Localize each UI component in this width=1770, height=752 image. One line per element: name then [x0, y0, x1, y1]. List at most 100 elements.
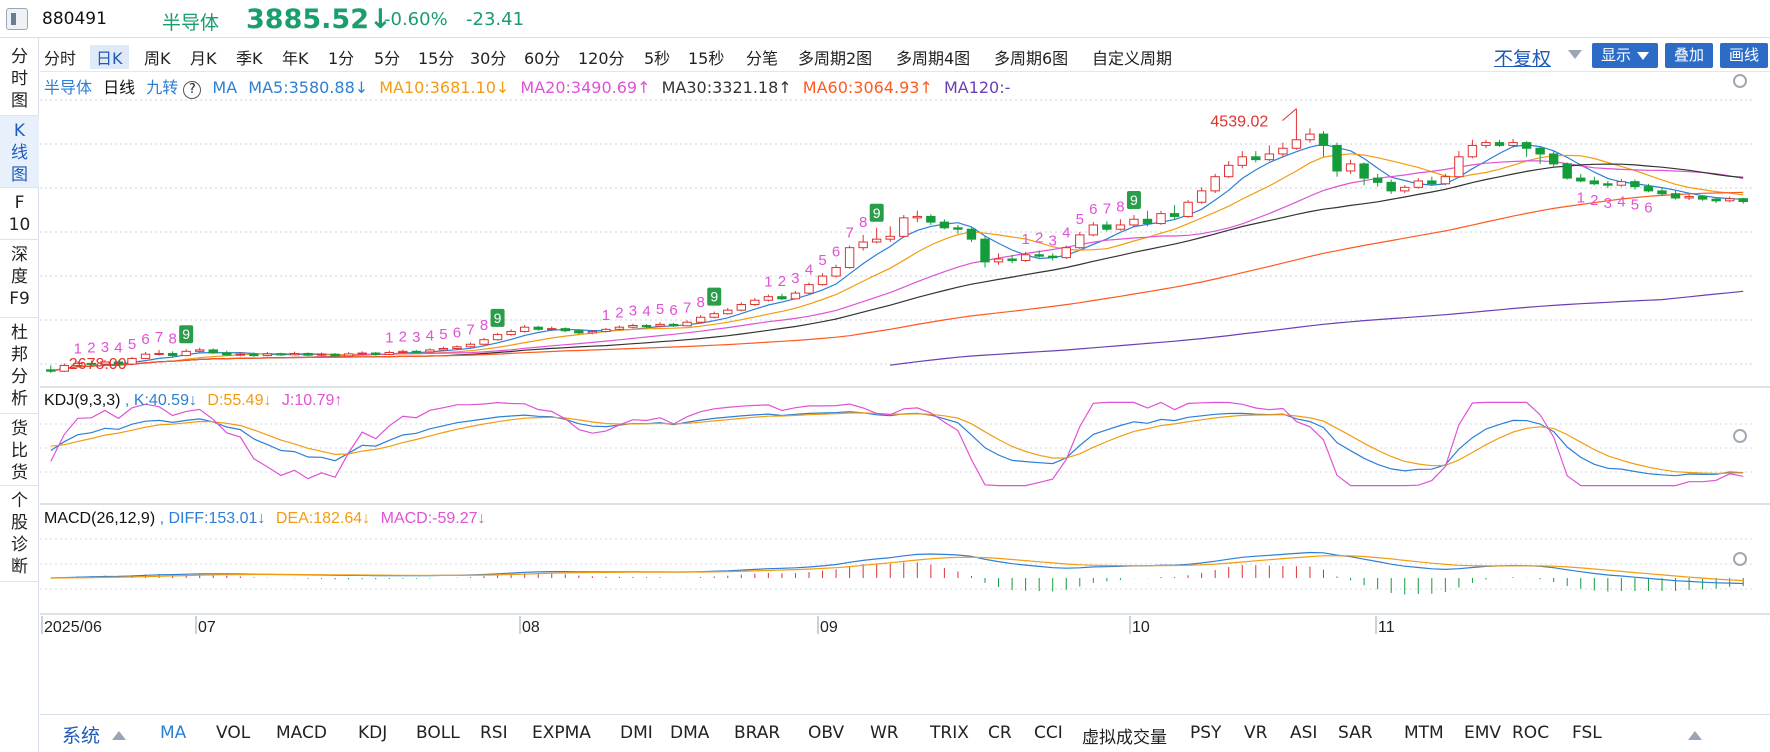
- period-tab-17[interactable]: 多周期6图: [994, 49, 1069, 68]
- candle-body: [790, 292, 801, 300]
- gear-icon[interactable]: [1733, 552, 1747, 566]
- chevron-up-icon[interactable]: [1688, 731, 1702, 740]
- display-button[interactable]: 显示: [1592, 43, 1658, 68]
- indicator-tab-brar[interactable]: BRAR: [734, 723, 781, 743]
- indicator-tab-psy[interactable]: PSY: [1190, 723, 1222, 743]
- system-menu[interactable]: 系统: [62, 725, 101, 747]
- quote-bar: 880491 半导体 3885.52↓ -0.60% -23.41: [0, 0, 1770, 38]
- td-count: 6: [1089, 201, 1097, 218]
- nine-badge: [869, 203, 884, 222]
- adjust-mode-dropdown[interactable]: 不复权: [1494, 48, 1552, 70]
- indicator-tab-macd[interactable]: MACD: [276, 723, 327, 743]
- candle-body: [641, 324, 652, 327]
- period-tab-14[interactable]: 分笔: [746, 49, 779, 68]
- indicator-tab-kdj[interactable]: KDJ: [358, 723, 388, 743]
- indicator-tab-cr[interactable]: CR: [988, 723, 1012, 743]
- legend-nine-turn[interactable]: 九转: [146, 78, 179, 97]
- gear-icon[interactable]: [1733, 74, 1747, 88]
- indicator-tab-trix[interactable]: TRIX: [930, 723, 969, 743]
- period-tab-10[interactable]: 60分: [524, 49, 561, 68]
- indicator-tab-dmi[interactable]: DMI: [620, 723, 653, 743]
- tab-compare[interactable]: 货比货: [0, 414, 39, 486]
- td-count: 7: [683, 299, 691, 316]
- candle-body: [1048, 255, 1058, 259]
- candle-body: [980, 238, 990, 263]
- candle-body: [1521, 142, 1532, 149]
- tab-f10[interactable]: F 10: [0, 188, 39, 240]
- legend-ma[interactable]: MA: [212, 78, 238, 97]
- period-tab-3[interactable]: 月K: [190, 49, 217, 68]
- period-tab-8[interactable]: 15分: [418, 49, 455, 68]
- overlay-button[interactable]: 叠加: [1665, 43, 1713, 68]
- tab-stock-diagnosis-label: 个股诊断: [11, 491, 28, 577]
- candle-body: [289, 352, 300, 356]
- chevron-up-icon[interactable]: [112, 731, 126, 740]
- period-tab-7[interactable]: 5分: [374, 49, 401, 68]
- candle-body: [1481, 142, 1491, 146]
- tab-intraday[interactable]: 分时图: [0, 42, 39, 116]
- period-tab-18[interactable]: 自定义周期: [1092, 49, 1173, 68]
- indicator-tab-asi[interactable]: ASI: [1290, 723, 1318, 743]
- gear-icon[interactable]: [1733, 429, 1747, 443]
- candle-body: [939, 221, 950, 229]
- period-tab-1[interactable]: 日K: [90, 45, 129, 69]
- period-tab-12[interactable]: 5秒: [644, 49, 671, 68]
- indicator-tab-ma[interactable]: MA: [160, 723, 187, 743]
- candle-body: [1291, 139, 1302, 149]
- candle-body: [46, 369, 56, 372]
- indicator-tab-emv[interactable]: EMV: [1464, 723, 1502, 743]
- indicator-tab-dma[interactable]: DMA: [670, 723, 710, 743]
- period-tab-0[interactable]: 分时: [44, 49, 77, 68]
- indicator-tab-cci[interactable]: CCI: [1034, 723, 1063, 743]
- period-tab-11[interactable]: 120分: [578, 49, 625, 68]
- period-tab-16[interactable]: 多周期4图: [896, 49, 971, 68]
- indicator-tab-vr[interactable]: VR: [1244, 723, 1268, 743]
- x-axis-label: 2025/06: [44, 619, 102, 636]
- candle-body: [384, 351, 394, 355]
- candle-body: [1088, 224, 1099, 236]
- indicator-tab-wr[interactable]: WR: [870, 723, 899, 743]
- indicator-tab-boll[interactable]: BOLL: [416, 723, 460, 743]
- indicator-tab-fsl[interactable]: FSL: [1572, 723, 1602, 743]
- candle-body: [465, 343, 476, 348]
- draw-line-button[interactable]: 画线: [1720, 43, 1768, 68]
- candle-body: [574, 330, 584, 334]
- indicator-tab-sar[interactable]: SAR: [1338, 723, 1373, 743]
- period-tab-13[interactable]: 15秒: [688, 49, 725, 68]
- indicator-tab-vol[interactable]: VOL: [216, 723, 251, 743]
- tab-depth-f9[interactable]: 深度 F9: [0, 240, 39, 318]
- candle-body: [100, 361, 110, 365]
- tab-dupont-analysis[interactable]: 杜邦分析: [0, 318, 39, 414]
- candle-body: [1467, 144, 1478, 158]
- x-axis-label: 09: [820, 619, 838, 636]
- indicator-tab-roc[interactable]: ROC: [1512, 723, 1550, 743]
- indicator-tab-expma[interactable]: EXPMA: [532, 723, 591, 743]
- period-tab-4[interactable]: 季K: [236, 49, 263, 68]
- candle-body: [736, 303, 746, 311]
- td-count: 6: [832, 244, 840, 261]
- candle-body: [899, 217, 909, 237]
- candle-body: [73, 362, 83, 367]
- period-tab-5[interactable]: 年K: [282, 49, 309, 68]
- td-count: 2: [399, 329, 407, 346]
- indicator-tab-rsi[interactable]: RSI: [480, 723, 508, 743]
- sidebar-toggle-icon[interactable]: [6, 8, 28, 30]
- candle-body: [628, 324, 638, 328]
- candle-body: [1630, 181, 1640, 188]
- help-icon[interactable]: ?: [183, 81, 202, 99]
- candle-body: [1345, 163, 1356, 172]
- td-count: 8: [697, 294, 705, 311]
- period-tab-15[interactable]: 多周期2图: [798, 49, 873, 68]
- period-tab-2[interactable]: 周K: [144, 49, 171, 68]
- indicator-tab-mtm[interactable]: MTM: [1404, 723, 1444, 743]
- tab-stock-diagnosis[interactable]: 个股诊断: [0, 486, 39, 582]
- indicator-tab-虚拟成交量[interactable]: 虚拟成交量: [1082, 728, 1167, 748]
- indicator-tab-obv[interactable]: OBV: [808, 723, 845, 743]
- chevron-down-icon[interactable]: [1568, 50, 1582, 59]
- period-tab-9[interactable]: 30分: [470, 49, 507, 68]
- period-tab-6[interactable]: 1分: [328, 49, 355, 68]
